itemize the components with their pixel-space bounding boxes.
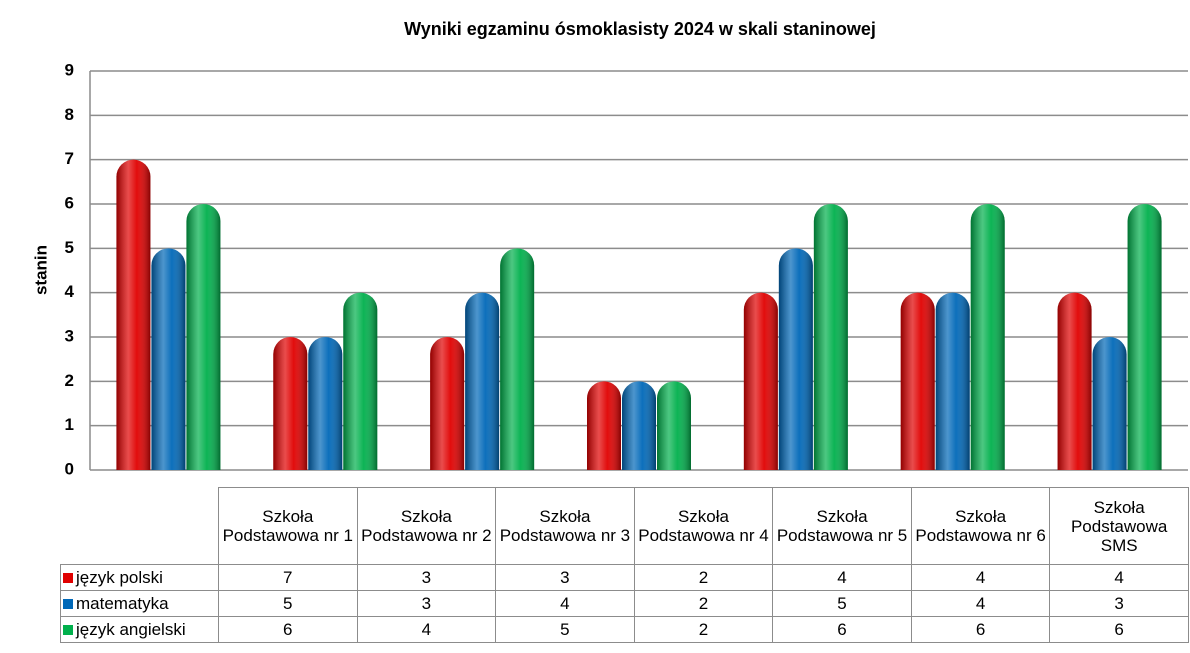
bar-shine [622,381,656,470]
series-row: język angielski 6 4 5 2 6 6 6 [60,616,1189,643]
legend-swatch [63,625,73,635]
value-cell: 6 [1049,616,1189,643]
category-label: Szkoła Podstawowa nr 3 [495,487,635,565]
legend-swatch [63,573,73,583]
legend-cell: język polski [60,564,219,591]
legend-label: matematyka [76,594,169,613]
chart-title: Wyniki egzaminu ósmoklasisty 2024 w skal… [404,19,876,39]
legend-cell: język angielski [60,616,219,643]
y-tick-label: 6 [65,193,74,212]
bar-shine [273,337,308,470]
value-cell: 3 [1049,590,1189,617]
value-cell: 4 [910,590,1051,617]
y-tick-label: 0 [65,459,74,478]
bar-shine [970,204,1005,470]
y-axis-label: stanin [31,245,50,295]
y-tick-label: 7 [65,149,74,168]
y-tick-label: 1 [65,415,74,434]
value-cell: 6 [772,616,912,643]
category-label: Szkoła Podstawowa nr 1 [218,487,358,565]
value-cell: 4 [1049,564,1189,591]
bar-shine [900,292,935,470]
value-cell: 5 [495,616,635,643]
bar-shine [308,337,343,470]
value-cell: 5 [218,590,358,617]
category-label: Szkoła Podstawowa nr 6 [910,487,1051,565]
bar-shine [1092,337,1127,470]
legend-cell: matematyka [60,590,219,617]
y-tick-label: 5 [65,238,74,257]
bar-shine [343,292,378,470]
chart: Wyniki egzaminu ósmoklasisty 2024 w skal… [31,19,1188,478]
value-cell: 4 [495,590,635,617]
value-cell: 2 [633,616,774,643]
y-tick-label: 8 [65,105,74,124]
category-label: Szkoła Podstawowa SMS [1049,487,1189,565]
value-cell: 2 [633,564,774,591]
blank-cell [61,488,219,565]
bar-shine [430,337,465,470]
value-cell: 2 [633,590,774,617]
category-label: Szkoła Podstawowa nr 2 [356,487,497,565]
data-table: Szkoła Podstawowa nr 1 Szkoła Podstawowa … [60,487,1189,643]
bar-shine [1057,292,1092,470]
header-row: Szkoła Podstawowa nr 1 Szkoła Podstawowa … [61,487,1189,565]
value-cell: 7 [218,564,358,591]
y-tick-label: 9 [65,60,74,79]
value-cell: 3 [495,564,635,591]
value-cell: 4 [910,564,1051,591]
value-cell: 5 [772,590,912,617]
value-cell: 6 [218,616,358,643]
bar-shine [116,159,151,470]
bar-shine [935,292,970,470]
y-tick-label: 4 [65,282,75,301]
legend-label: język angielski [76,620,186,639]
bar-shine [500,248,535,470]
legend-swatch [63,599,73,609]
value-cell: 3 [356,564,497,591]
value-cell: 6 [910,616,1051,643]
bar-shine [587,381,621,470]
bar-shine [813,204,848,470]
value-cell: 4 [356,616,497,643]
y-tick-label: 3 [65,326,74,345]
bar-shine [186,204,221,470]
bar-shine [465,292,500,470]
bar-shine [151,248,186,470]
value-cell: 3 [356,590,497,617]
category-label: Szkoła Podstawowa nr 5 [772,487,912,565]
series-row: język polski 7 3 3 2 4 4 4 [60,564,1189,591]
bar-shine [778,248,813,470]
y-tick-label: 2 [65,371,74,390]
bar-shine [743,292,778,470]
series-row: matematyka 5 3 4 2 5 4 3 [60,590,1189,617]
legend-label: język polski [76,568,163,587]
value-cell: 4 [772,564,912,591]
bar-shine [657,381,691,470]
category-label: Szkoła Podstawowa nr 4 [633,487,774,565]
bar-shine [1127,204,1162,470]
